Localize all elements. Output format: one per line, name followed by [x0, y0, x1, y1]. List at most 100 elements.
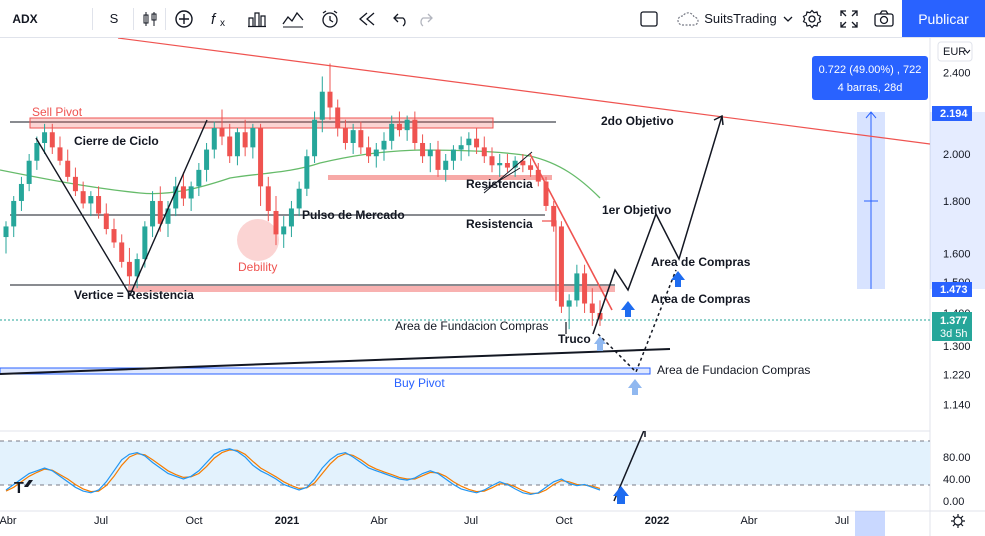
debility-circle: [237, 219, 279, 261]
candle-body: [288, 208, 294, 227]
candle-body: [566, 300, 572, 307]
time-tick-label: Jul: [835, 515, 849, 527]
vertice-box: [128, 286, 615, 292]
buy-arrow-light-icon: [628, 379, 642, 395]
price-tick-label: 1.140: [943, 400, 971, 412]
layout-icon[interactable]: [637, 0, 661, 37]
templates-icon[interactable]: [244, 0, 270, 37]
candle-body: [142, 226, 148, 260]
candle-body: [443, 160, 449, 170]
account-menu[interactable]: SuitsTrading: [672, 0, 797, 37]
candle-body: [512, 160, 518, 168]
price-tick-label: 1.300: [943, 341, 971, 353]
cloud-icon: [677, 11, 699, 26]
time-tick-label: Jul: [464, 515, 478, 527]
candles-style-icon[interactable]: [139, 0, 161, 37]
sell-pivot-label: Sell Pivot: [32, 105, 83, 119]
candle-body: [18, 183, 24, 201]
add-indicator-icon[interactable]: [172, 0, 196, 37]
fullscreen-icon[interactable]: [836, 0, 862, 37]
alert-icon[interactable]: [317, 0, 343, 37]
candle-body: [504, 163, 510, 168]
candle-body: [242, 132, 248, 148]
replay-icon[interactable]: [354, 0, 380, 37]
time-tick-label: Oct: [185, 515, 202, 527]
interval-button[interactable]: S: [104, 0, 124, 37]
price-tick-label: 1.600: [943, 248, 971, 260]
time-tick-label: Oct: [555, 515, 572, 527]
candle-body: [134, 259, 140, 277]
candle-body: [188, 186, 194, 199]
buy-arrow-light-icon: [594, 336, 606, 351]
measure-arrow-icon: [865, 111, 877, 119]
resistencia-label-1: Resistencia: [466, 177, 533, 191]
candle-body: [34, 142, 40, 161]
candle-body: [11, 200, 17, 227]
chart-settings-gear-icon[interactable]: [951, 514, 965, 528]
support-trendline: [0, 348, 671, 375]
currency-chevron-icon: [964, 49, 971, 54]
osc-tick-label: 40.00: [943, 474, 971, 486]
osc-tick-label: 80.00: [943, 452, 971, 464]
projection-arrowhead-icon: [713, 114, 724, 126]
candle-body: [458, 145, 464, 150]
candle-body: [126, 261, 132, 277]
measure-line-2: 4 barras, 28d: [838, 82, 903, 94]
price-tick-label: 2.400: [943, 68, 971, 80]
chart-area[interactable]: Sell Pivot Cierre de Ciclo Pulso de Merc…: [0, 38, 985, 536]
settings-gear-icon[interactable]: [799, 0, 825, 37]
resistencia-box: [328, 175, 552, 180]
candle-body: [474, 138, 480, 148]
objective-1-label: 1er Objetivo: [602, 203, 671, 217]
candle-body: [42, 132, 48, 143]
svg-text:x: x: [220, 18, 225, 29]
candle-body: [312, 119, 318, 157]
buy-arrow-icon: [671, 271, 685, 287]
measure-tooltip: 0.722 (49.00%) , 722 4 barras, 28d: [812, 56, 928, 100]
compare-icon[interactable]: [280, 0, 306, 37]
tag-1473-text: 1.473: [940, 284, 968, 296]
toolbar-divider: [165, 8, 166, 30]
candle-body: [180, 186, 186, 199]
sell-pivot-box: [29, 117, 494, 129]
toolbar-divider: [92, 8, 93, 30]
candle-body: [165, 208, 171, 224]
fundacion-label-1: Area de Fundacion Compras: [395, 319, 548, 333]
candle-body: [450, 149, 456, 161]
price-tick-label: 1.800: [943, 196, 971, 208]
candle-body: [350, 130, 356, 143]
truco-label: Truco: [558, 332, 591, 346]
candle-body: [435, 149, 441, 170]
red-step-line: [542, 220, 557, 301]
candle-body: [543, 181, 549, 206]
candle-body: [528, 165, 534, 170]
interval-label: S: [109, 11, 119, 26]
candle-body: [265, 186, 271, 211]
tag-1473: 1.473: [932, 282, 972, 297]
redo-icon[interactable]: [414, 0, 436, 37]
debility-label: Debility: [238, 260, 277, 274]
osc-tick-label: 0.00: [943, 496, 964, 508]
candle-body: [119, 242, 125, 262]
undo-icon[interactable]: [390, 0, 412, 37]
snapshot-camera-icon[interactable]: [871, 0, 897, 37]
candle-body: [404, 119, 410, 131]
candle-body: [65, 160, 71, 177]
time-axis-highlight: [855, 511, 885, 536]
symbol-search-button[interactable]: ADX: [10, 0, 40, 37]
countdown-text: 3d 5h: [940, 328, 968, 340]
currency-selector[interactable]: EUR: [937, 41, 973, 62]
candle-body: [219, 128, 225, 137]
candle-body: [497, 163, 503, 166]
candle-body: [597, 312, 603, 320]
price-tick-label: 2.000: [943, 149, 971, 161]
toolbar-divider: [133, 8, 134, 30]
candle-body: [211, 128, 217, 150]
candle-body: [389, 123, 395, 141]
chevron-down-icon: [783, 16, 793, 22]
publish-button[interactable]: Publicar: [902, 0, 985, 37]
buy-pivot-label: Buy Pivot: [394, 376, 445, 390]
candle-body: [319, 91, 325, 120]
price-tick-label: 1.220: [943, 369, 971, 381]
